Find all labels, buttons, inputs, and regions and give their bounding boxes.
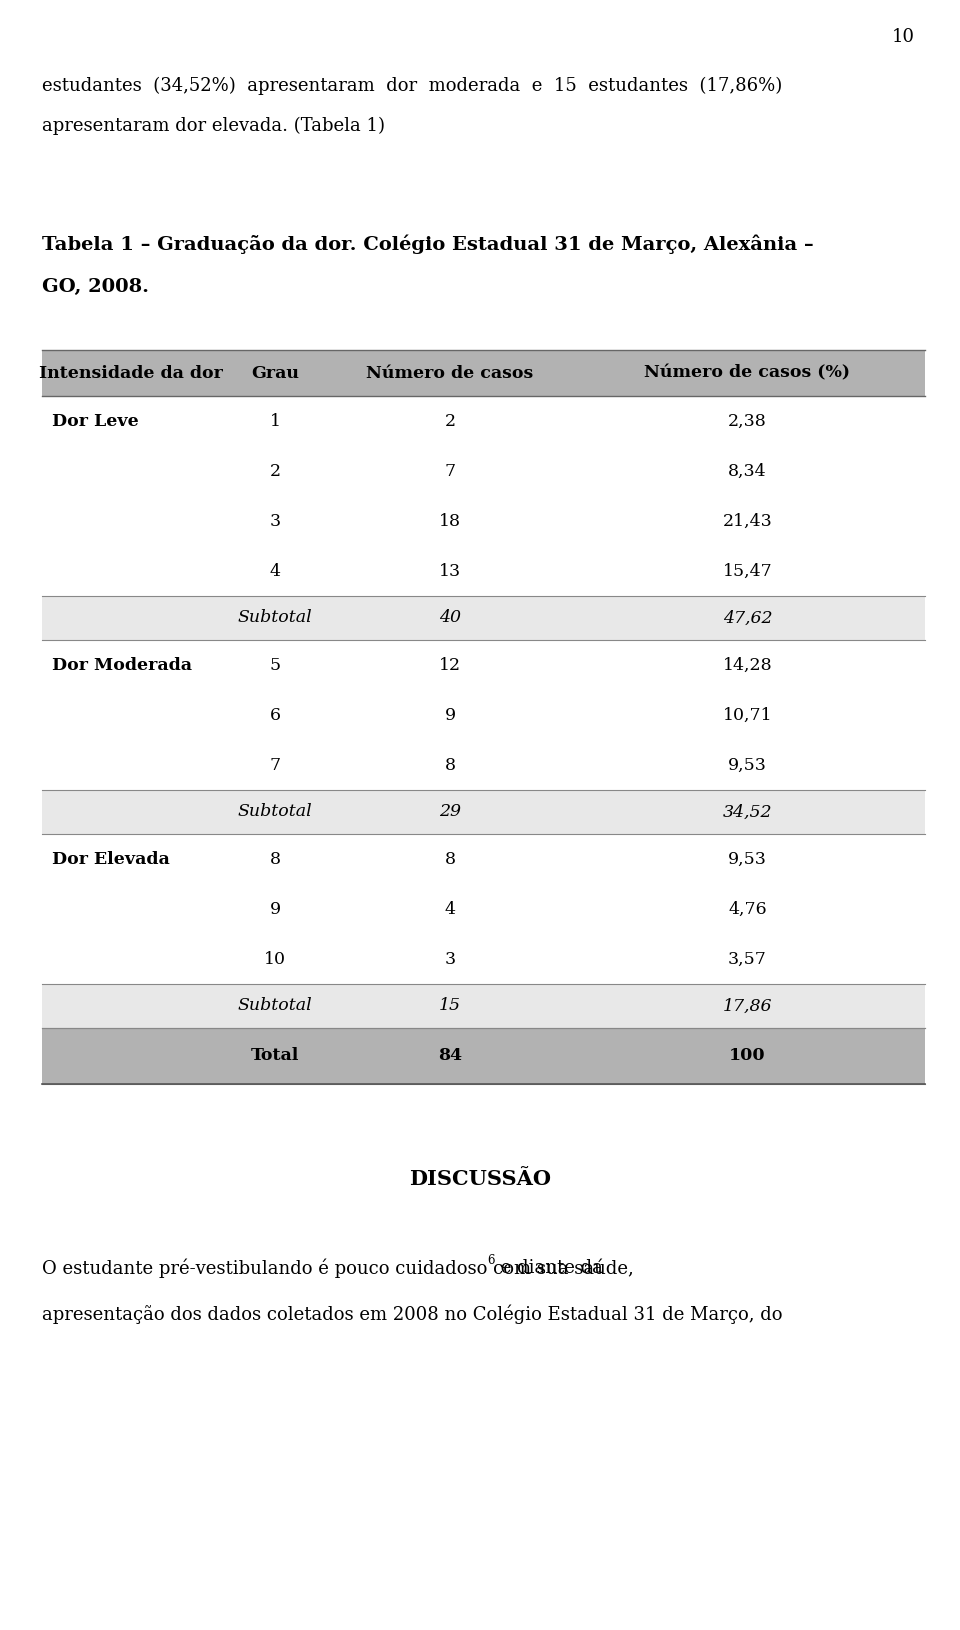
Text: 9,53: 9,53: [728, 851, 767, 867]
Bar: [42, 689, 925, 740]
Text: 9: 9: [444, 706, 456, 724]
Bar: [42, 883, 925, 934]
Text: 2: 2: [270, 463, 280, 479]
Text: Dor Moderada: Dor Moderada: [52, 657, 192, 673]
Bar: [42, 496, 925, 546]
Text: GO, 2008.: GO, 2008.: [42, 279, 149, 297]
Text: 9,53: 9,53: [728, 756, 767, 774]
Bar: [42, 447, 925, 496]
Text: apresentação dos dados coletados em 2008 no Colégio Estadual 31 de Março, do: apresentação dos dados coletados em 2008…: [42, 1304, 782, 1324]
Text: 8: 8: [270, 851, 280, 867]
Bar: [42, 835, 925, 883]
Text: 10: 10: [264, 950, 286, 968]
Text: Subtotal: Subtotal: [238, 804, 312, 820]
Bar: [42, 791, 925, 835]
Text: 34,52: 34,52: [723, 804, 772, 820]
Text: 40: 40: [439, 610, 461, 626]
Text: 12: 12: [439, 657, 461, 673]
Text: 17,86: 17,86: [723, 998, 772, 1014]
Text: 7: 7: [444, 463, 456, 479]
Text: 8,34: 8,34: [729, 463, 767, 479]
Text: 10,71: 10,71: [723, 706, 772, 724]
Text: 15: 15: [439, 998, 461, 1014]
Text: 10: 10: [892, 28, 915, 46]
Text: 5: 5: [270, 657, 280, 673]
Text: 8: 8: [444, 756, 455, 774]
Bar: [42, 641, 925, 689]
Text: 8: 8: [444, 851, 455, 867]
Bar: [42, 1029, 925, 1084]
Text: Intensidade da dor: Intensidade da dor: [39, 365, 223, 381]
Text: 4,76: 4,76: [729, 900, 767, 918]
Text: 84: 84: [438, 1048, 462, 1064]
Bar: [42, 396, 925, 447]
Bar: [42, 740, 925, 791]
Text: 4: 4: [270, 562, 280, 580]
Text: 29: 29: [439, 804, 461, 820]
Bar: [42, 934, 925, 985]
Text: Subtotal: Subtotal: [238, 998, 312, 1014]
Text: Subtotal: Subtotal: [238, 610, 312, 626]
Text: 6: 6: [488, 1253, 494, 1267]
Text: 14,28: 14,28: [723, 657, 772, 673]
Text: e diante da: e diante da: [495, 1258, 603, 1276]
Text: Grau: Grau: [251, 365, 299, 381]
Text: Número de casos: Número de casos: [367, 365, 534, 381]
Text: Número de casos (%): Número de casos (%): [644, 365, 851, 381]
Text: apresentaram dor elevada. (Tabela 1): apresentaram dor elevada. (Tabela 1): [42, 117, 385, 135]
Text: 6: 6: [270, 706, 280, 724]
Text: estudantes  (34,52%)  apresentaram  dor  moderada  e  15  estudantes  (17,86%): estudantes (34,52%) apresentaram dor mod…: [42, 77, 782, 95]
Text: 3,57: 3,57: [728, 950, 767, 968]
Text: Tabela 1 – Graduação da dor. Colégio Estadual 31 de Março, Alexânia –: Tabela 1 – Graduação da dor. Colégio Est…: [42, 235, 814, 254]
Text: 3: 3: [270, 512, 280, 530]
Text: 1: 1: [270, 412, 280, 429]
Bar: [42, 597, 925, 641]
Bar: [42, 985, 925, 1029]
Text: 3: 3: [444, 950, 456, 968]
Text: 100: 100: [730, 1048, 766, 1064]
Text: DISCUSSÃO: DISCUSSÃO: [409, 1169, 551, 1188]
Text: O estudante pré-vestibulando é pouco cuidadoso com sua saúde,: O estudante pré-vestibulando é pouco cui…: [42, 1258, 634, 1278]
Text: 18: 18: [439, 512, 461, 530]
Bar: [42, 546, 925, 597]
Text: 13: 13: [439, 562, 461, 580]
Text: Dor Elevada: Dor Elevada: [52, 851, 170, 867]
Text: 7: 7: [270, 756, 280, 774]
Text: Dor Leve: Dor Leve: [52, 412, 139, 429]
Bar: [42, 350, 925, 396]
Text: 15,47: 15,47: [723, 562, 773, 580]
Text: 2: 2: [444, 412, 456, 429]
Text: 2,38: 2,38: [728, 412, 767, 429]
Text: 4: 4: [444, 900, 455, 918]
Text: 9: 9: [270, 900, 280, 918]
Text: 21,43: 21,43: [723, 512, 773, 530]
Text: 47,62: 47,62: [723, 610, 772, 626]
Text: Total: Total: [251, 1048, 300, 1064]
